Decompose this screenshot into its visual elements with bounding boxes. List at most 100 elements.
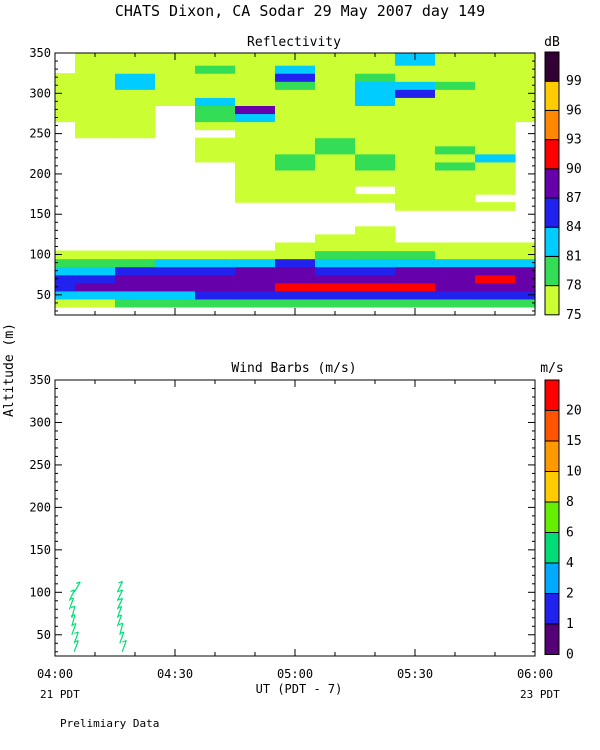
heatmap-cell xyxy=(55,97,76,106)
y-tick-label: 250 xyxy=(29,458,51,472)
heatmap-cell xyxy=(315,73,356,82)
heatmap-cell xyxy=(475,169,516,179)
heatmap-cell xyxy=(75,129,116,139)
heatmap-cell xyxy=(235,177,276,187)
colorbar-swatch xyxy=(544,562,560,594)
heatmap-cell xyxy=(315,258,356,268)
heatmap-cell xyxy=(395,242,436,252)
y-tick-label: 250 xyxy=(29,127,51,141)
heatmap-cell xyxy=(315,282,356,292)
heatmap-cell xyxy=(155,258,196,268)
heatmap-cell xyxy=(115,57,156,66)
colorbar-label: 78 xyxy=(566,279,582,294)
heatmap-cell xyxy=(195,266,236,276)
heatmap-cell xyxy=(115,89,156,98)
figure-title: CHATS Dixon, CA Sodar 29 May 2007 day 14… xyxy=(115,2,485,20)
heatmap-cell xyxy=(315,97,356,106)
heatmap-cell xyxy=(75,89,116,98)
heatmap-cell xyxy=(435,274,476,284)
x-tick-labels: 04:00 04:30 05:00 05:30 06:00 xyxy=(37,667,553,681)
heatmap-cell xyxy=(435,137,476,147)
heatmap-cell xyxy=(195,290,236,300)
heatmap-cell xyxy=(315,153,356,163)
heatmap-cell xyxy=(435,186,476,195)
reflectivity-colorbar-unit: dB xyxy=(544,35,560,50)
heatmap-cell xyxy=(435,177,476,187)
heatmap-cell xyxy=(315,186,356,195)
heatmap-cell xyxy=(475,57,516,66)
heatmap-cell xyxy=(115,121,156,131)
heatmap-cell xyxy=(395,298,436,308)
heatmap-cell xyxy=(475,274,516,284)
heatmap-cell xyxy=(155,89,196,98)
heatmap-cell xyxy=(315,145,356,155)
x-tick-label: 05:00 xyxy=(277,667,313,681)
heatmap-cell xyxy=(435,89,476,98)
y-tick-label: 150 xyxy=(29,543,51,557)
heatmap-cell xyxy=(435,194,476,203)
colorbar-label: 99 xyxy=(566,74,582,89)
heatmap-cell xyxy=(75,282,116,292)
colorbar-label: 6 xyxy=(566,526,574,541)
heatmap-cell xyxy=(115,81,156,90)
wind-colorbar-unit: m/s xyxy=(540,361,563,376)
heatmap-cell xyxy=(475,177,516,187)
heatmap-cell xyxy=(195,282,236,292)
heatmap-cell xyxy=(315,81,356,90)
heatmap-cell xyxy=(435,81,476,90)
heatmap-cell xyxy=(155,290,196,300)
heatmap-cell xyxy=(355,177,396,187)
colorbar-label: 20 xyxy=(566,404,582,419)
heatmap-cell xyxy=(75,121,116,131)
heatmap-cell xyxy=(275,258,316,268)
colorbar-swatch xyxy=(544,139,560,170)
heatmap-cell xyxy=(235,81,276,90)
reflectivity-y-axis: 50 100 150 200 250 300 350 xyxy=(29,46,535,312)
wind-barb xyxy=(116,597,124,610)
colorbar-swatch xyxy=(544,285,560,316)
heatmap-cell xyxy=(315,137,356,147)
heatmap-cell xyxy=(275,250,316,260)
y-tick-label: 350 xyxy=(29,373,51,387)
heatmap-cell xyxy=(275,266,316,276)
heatmap-cell xyxy=(435,73,476,82)
heatmap-cell xyxy=(195,121,236,131)
heatmap-cell xyxy=(115,266,156,276)
heatmap-cell xyxy=(115,250,156,260)
wind-barbs xyxy=(68,580,127,653)
heatmap-cell xyxy=(355,250,396,260)
colorbar-swatch xyxy=(544,593,560,625)
heatmap-cell xyxy=(355,274,396,284)
heatmap-cell xyxy=(475,242,516,252)
x-tick-label: 06:00 xyxy=(517,667,553,681)
heatmap-cell xyxy=(275,129,316,139)
heatmap-cell xyxy=(355,73,396,82)
heatmap-cell xyxy=(395,121,436,131)
reflectivity-colorbar: 75 78 81 84 87 90 93 96 99 xyxy=(544,51,582,323)
colorbar-swatch xyxy=(544,440,560,472)
colorbar-swatch xyxy=(544,109,560,141)
colorbar-swatch xyxy=(544,532,560,564)
heatmap-cell xyxy=(155,250,196,260)
y-tick-label: 100 xyxy=(29,585,51,599)
heatmap-cell xyxy=(395,97,436,106)
wind-barb xyxy=(116,580,124,593)
heatmap-cell xyxy=(515,57,536,66)
heatmap-cell xyxy=(435,266,476,276)
colorbar-label: 96 xyxy=(566,103,582,118)
heatmap-cell xyxy=(315,177,356,187)
heatmap-cell xyxy=(315,129,356,139)
heatmap-cell xyxy=(55,113,76,123)
heatmap-cell xyxy=(435,113,476,123)
heatmap-cell xyxy=(395,73,436,82)
heatmap-cell xyxy=(75,266,116,276)
heatmap-cell xyxy=(515,290,536,300)
heatmap-cell xyxy=(435,202,476,211)
colorbar-swatch xyxy=(544,410,560,442)
heatmap-cell xyxy=(195,65,236,74)
heatmap-cell xyxy=(235,161,276,171)
x-axis-label: UT (PDT - 7) xyxy=(256,682,343,696)
y-tick-label: 200 xyxy=(29,500,51,514)
heatmap-cell xyxy=(55,298,76,308)
